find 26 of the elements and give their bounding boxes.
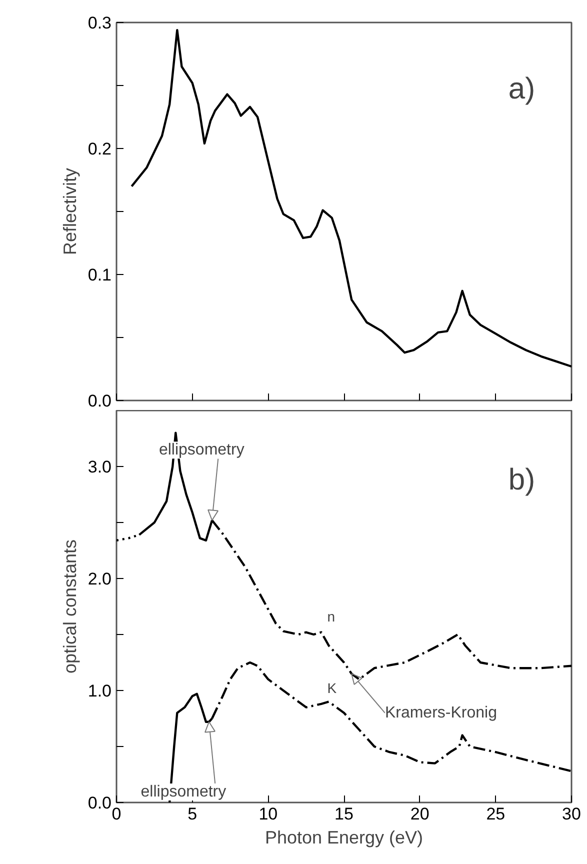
y-tick-label: 0.0 [88,392,112,410]
annotation: ellipsometry [140,783,226,800]
x-tick-label: 0 [112,804,122,824]
x-tick-label: 30 [562,804,581,824]
annotation: ellipsometry [158,442,244,459]
x-tick-label: 15 [334,804,354,824]
line-series [130,28,572,368]
y-tick-label: 0.3 [88,14,112,32]
x-axis-title: Photon Energy (eV) [264,828,424,848]
series-label: K [327,680,338,696]
y-tick-label: 0.2 [88,140,112,158]
x-tick-label: 20 [410,804,430,824]
y-tick-label: 0.1 [88,266,112,284]
y-axis-title: optical constants [60,539,80,674]
x-tick-label: 5 [188,804,198,824]
x-tick-label: 10 [258,804,278,824]
y-tick-label: 1.0 [88,682,112,700]
y-axis-title: Reflectivity [60,168,80,256]
series-label: n [327,608,336,624]
y-tick-label: 3.0 [88,458,112,476]
x-tick-label: 25 [486,804,506,824]
y-tick-label: 2.0 [88,570,112,588]
annotation: Kramers-Kronig [384,704,497,722]
y-tick-label: 0.0 [88,794,112,812]
annotation: b) [508,464,536,497]
annotation: a) [508,72,536,106]
